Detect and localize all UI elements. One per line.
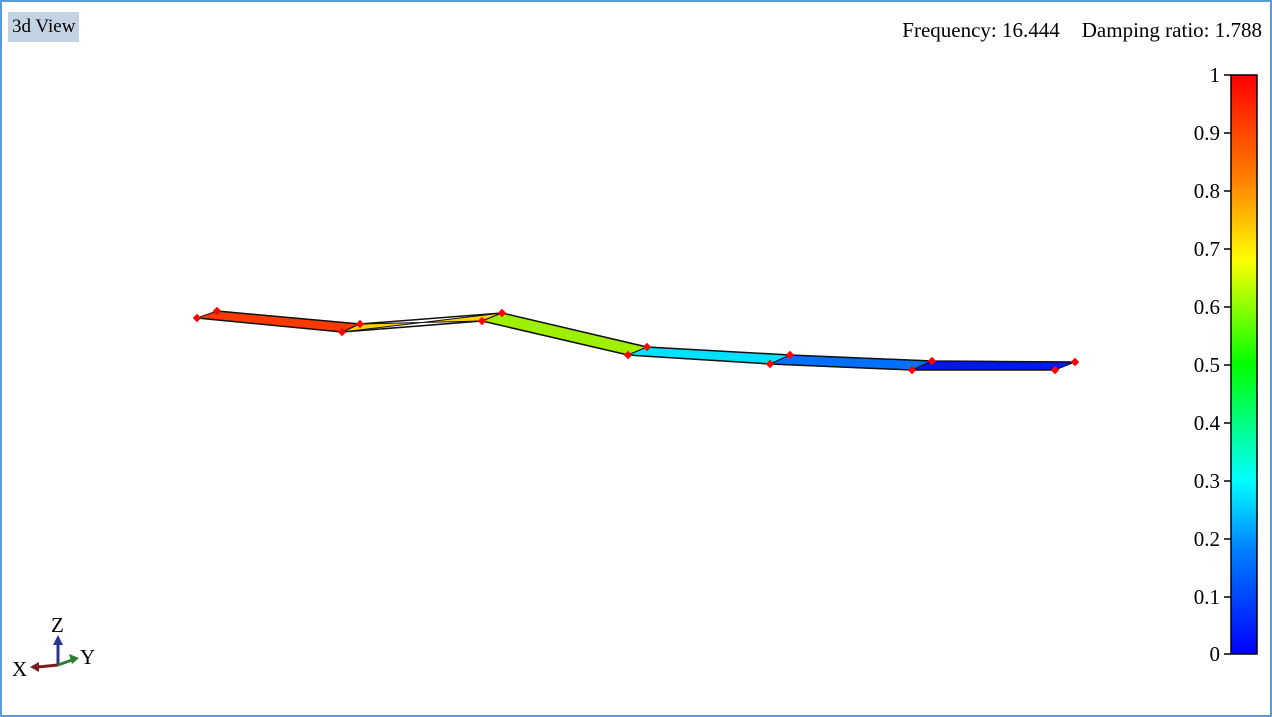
mode-shape-ribbon: [196, 310, 1076, 371]
color-bar-label: 0.4: [1194, 411, 1221, 435]
color-bar: 1 0.9 0.8 0.7 0.6 0.5 0.4 0.3 0.2 0.1 0: [1194, 63, 1258, 666]
color-bar-ticks: [1224, 74, 1231, 655]
ribbon-node[interactable]: [477, 316, 487, 326]
ribbon-node[interactable]: [337, 327, 347, 337]
ribbon-node[interactable]: [927, 356, 937, 366]
axis-label-z: Z: [51, 613, 64, 637]
axes-triad: Z X Y: [12, 613, 95, 681]
ribbon-segment-3: [480, 312, 649, 356]
color-bar-label: 0.9: [1194, 121, 1220, 145]
frequency-value: 16.444: [1002, 18, 1060, 42]
ribbon-node[interactable]: [1070, 357, 1080, 367]
y-axis-arrow-icon: [69, 654, 79, 664]
mode-info: Frequency: 16.444 Damping ratio: 1.788: [902, 18, 1262, 43]
axis-label-y: Y: [80, 645, 95, 669]
ribbon-node[interactable]: [785, 350, 795, 360]
color-bar-label: 0: [1210, 642, 1221, 666]
ribbon-nodes: [192, 306, 1080, 375]
ribbon-segment-2: [341, 312, 503, 333]
ribbon-node[interactable]: [765, 359, 775, 369]
color-bar-label: 0.3: [1194, 469, 1220, 493]
x-axis-arrow-icon: [30, 662, 39, 672]
ribbon-node[interactable]: [1050, 365, 1060, 375]
ribbon-segment-4: [627, 346, 791, 365]
color-bar-label: 0.1: [1194, 585, 1220, 609]
ribbon-node[interactable]: [212, 306, 222, 316]
damping-ratio-value: 1.788: [1214, 18, 1262, 42]
z-axis-arrow-icon: [53, 635, 63, 645]
ribbon-node[interactable]: [497, 308, 507, 318]
ribbon-node[interactable]: [355, 319, 365, 329]
color-bar-label: 0.8: [1194, 179, 1220, 203]
color-bar-label: 1: [1210, 63, 1221, 87]
color-bar-label: 0.5: [1194, 353, 1220, 377]
ribbon-node[interactable]: [642, 342, 652, 352]
color-bar-label: 0.7: [1194, 237, 1220, 261]
x-axis-icon: [37, 663, 59, 669]
ribbon-node[interactable]: [623, 350, 633, 360]
color-bar-label: 0.2: [1194, 527, 1220, 551]
y-axis-icon: [57, 658, 73, 667]
damping-ratio-label: Damping ratio:: [1081, 18, 1210, 42]
frequency-label: Frequency:: [902, 18, 997, 42]
color-bar-gradient: [1230, 74, 1258, 655]
color-bar-label: 0.6: [1194, 295, 1220, 319]
axis-label-x: X: [12, 657, 27, 681]
view-tab[interactable]: 3d View: [8, 12, 80, 42]
color-bar-labels: 1 0.9 0.8 0.7 0.6 0.5 0.4 0.3 0.2 0.1 0: [1194, 63, 1221, 666]
ribbon-node[interactable]: [192, 313, 202, 323]
ribbon-node[interactable]: [907, 365, 917, 375]
